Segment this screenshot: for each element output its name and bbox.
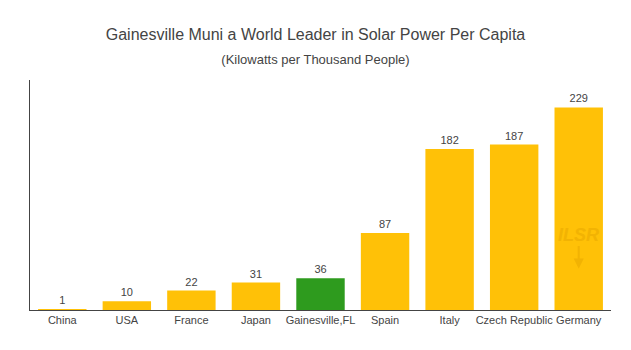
svg-text:Czech Republic: Czech Republic xyxy=(476,314,554,326)
svg-text:87: 87 xyxy=(379,218,391,230)
svg-text:(Kilowatts per Thousand People: (Kilowatts per Thousand People) xyxy=(221,52,409,67)
svg-text:China: China xyxy=(48,314,78,326)
svg-text:22: 22 xyxy=(185,276,197,288)
svg-text:ILSR: ILSR xyxy=(558,225,599,245)
svg-text:Japan: Japan xyxy=(241,314,271,326)
svg-text:10: 10 xyxy=(121,286,133,298)
svg-text:229: 229 xyxy=(570,92,588,104)
svg-text:France: France xyxy=(174,314,208,326)
svg-text:Germany: Germany xyxy=(556,314,602,326)
svg-text:1: 1 xyxy=(59,294,65,306)
svg-text:36: 36 xyxy=(314,263,326,275)
svg-text:187: 187 xyxy=(505,130,523,142)
svg-text:Gainesville Muni a World Leade: Gainesville Muni a World Leader in Solar… xyxy=(106,26,526,43)
svg-text:182: 182 xyxy=(440,134,458,146)
svg-text:USA: USA xyxy=(116,314,139,326)
svg-text:Gainesville,FL: Gainesville,FL xyxy=(286,314,356,326)
svg-text:31: 31 xyxy=(250,268,262,280)
svg-text:Italy: Italy xyxy=(440,314,461,326)
svg-text:Spain: Spain xyxy=(371,314,399,326)
